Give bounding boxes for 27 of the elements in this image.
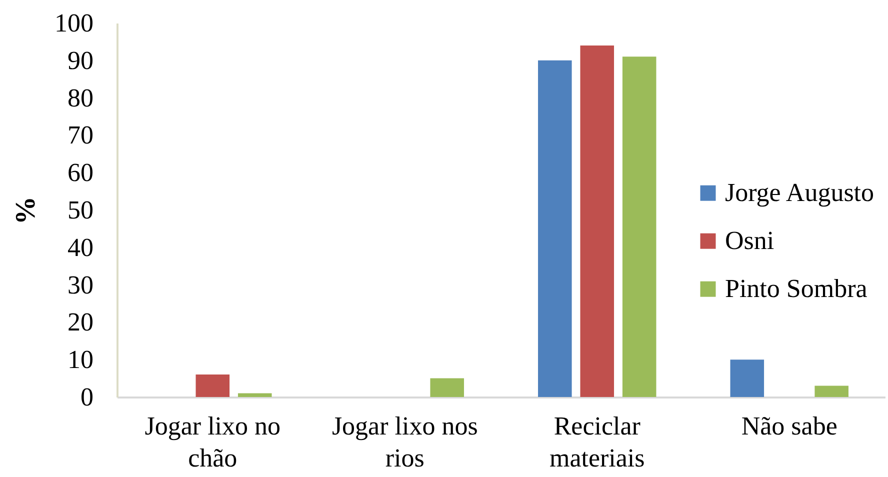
legend-label: Jorge Augusto [725, 178, 874, 208]
x-tick-label: Não sabe [741, 412, 838, 440]
y-tick-label: 100 [54, 8, 94, 38]
y-tick-label: 50 [68, 196, 94, 224]
y-axis-title: % [10, 196, 42, 224]
y-tick-label: 0 [80, 382, 94, 412]
x-tick-label: Jogar lixo no chão [144, 412, 281, 472]
y-tick-label: 80 [68, 83, 94, 112]
x-tick-label: Reciclar materiais [549, 412, 645, 472]
legend-label: Pinto Sombra [725, 274, 868, 304]
y-tick-label: 20 [68, 308, 94, 337]
legend-label: Osni [725, 226, 774, 256]
bar [196, 374, 230, 397]
y-tick-label: 70 [68, 120, 94, 150]
bar [538, 60, 572, 397]
bar [730, 360, 764, 397]
y-tick-label: 40 [68, 232, 94, 262]
bar [814, 386, 848, 397]
bar [622, 56, 656, 397]
y-tick-label: 60 [68, 158, 94, 188]
bar [430, 378, 464, 397]
x-tick-label: Jogar lixo nos rios [332, 412, 478, 472]
y-tick-label: 90 [68, 46, 94, 75]
y-tick-label: 30 [68, 270, 94, 300]
bar [238, 393, 272, 397]
y-tick-label: 10 [68, 345, 94, 374]
bar [580, 45, 614, 397]
